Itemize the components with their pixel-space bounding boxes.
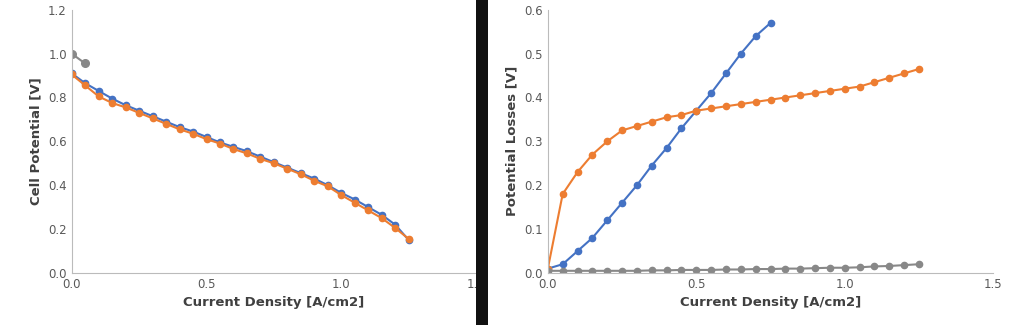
X-axis label: Current Density [A/cm2]: Current Density [A/cm2]: [183, 296, 365, 309]
Y-axis label: Cell Potential [V]: Cell Potential [V]: [30, 77, 43, 205]
Y-axis label: Potential Losses [V]: Potential Losses [V]: [506, 66, 519, 216]
X-axis label: Current Density [A/cm2]: Current Density [A/cm2]: [680, 296, 861, 309]
